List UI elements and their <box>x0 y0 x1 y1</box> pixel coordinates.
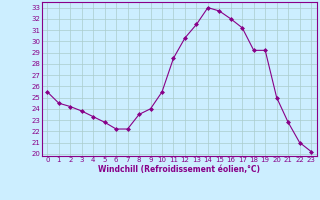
X-axis label: Windchill (Refroidissement éolien,°C): Windchill (Refroidissement éolien,°C) <box>98 165 260 174</box>
